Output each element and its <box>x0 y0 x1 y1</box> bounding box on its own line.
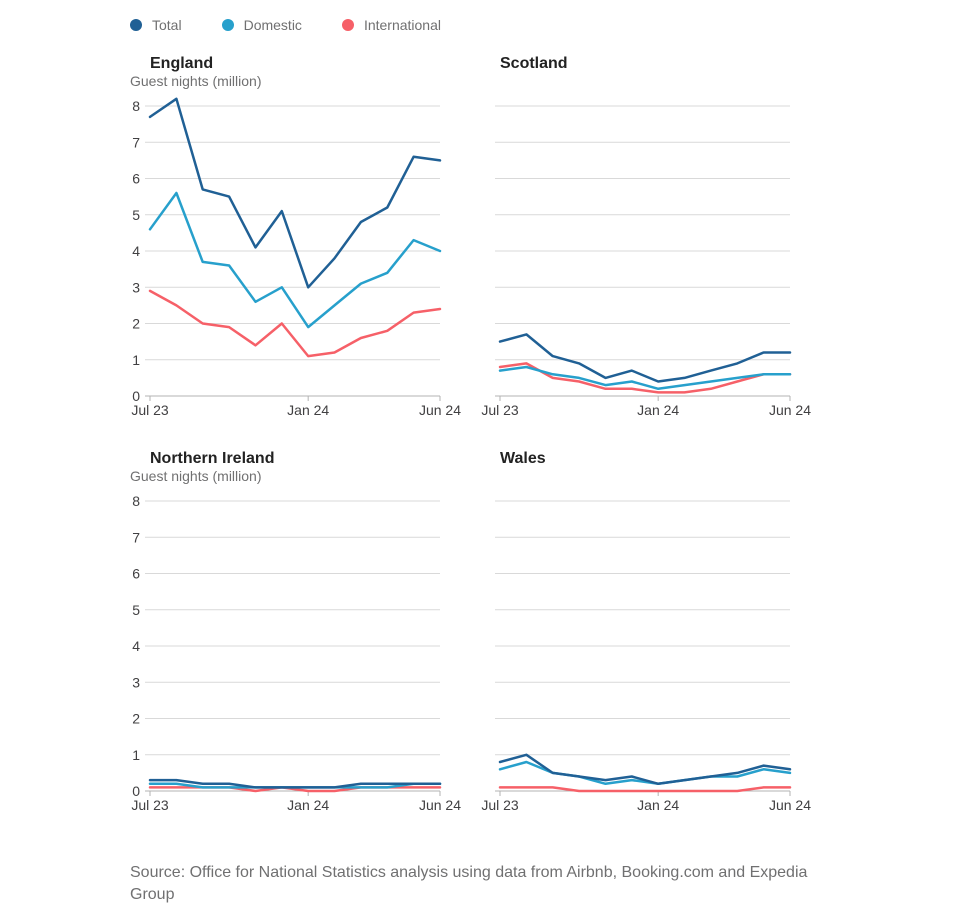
y-tick-label-northern-ireland: 1 <box>132 747 140 763</box>
series-line-international-scotland <box>498 362 792 394</box>
legend-label-domestic: Domestic <box>243 17 302 33</box>
series-line-total-northern-ireland <box>148 778 442 789</box>
y-tick-label-northern-ireland: 4 <box>132 638 140 654</box>
legend-swatch-total <box>130 19 142 31</box>
y-axis-label-england: Guest nights (million) <box>130 73 262 89</box>
y-axis-label-northern-ireland: Guest nights (million) <box>130 468 262 484</box>
legend: Total Domestic International <box>130 17 441 33</box>
x-tick-label-wales: Jan 24 <box>637 797 679 813</box>
legend-swatch-international <box>341 19 354 31</box>
y-tick-label-northern-ireland: 7 <box>132 529 140 545</box>
series-line-international-wales <box>498 786 792 793</box>
legend-item-total: Total <box>130 17 182 33</box>
x-tick-label-northern-ireland: Jul 23 <box>131 797 169 813</box>
x-tick-label-england: Jan 24 <box>287 402 329 418</box>
x-tick-label-england: Jul 23 <box>131 402 169 418</box>
legend-item-domestic: Domestic <box>221 17 302 33</box>
x-tick-label-wales: Jun 24 <box>769 797 811 813</box>
y-tick-label-northern-ireland: 6 <box>132 566 140 582</box>
y-tick-label-england: 2 <box>132 316 140 332</box>
legend-swatch-domestic <box>221 19 234 31</box>
x-tick-label-england: Jun 24 <box>419 402 461 418</box>
y-tick-label-northern-ireland: 2 <box>132 711 140 727</box>
panel-title-england: England <box>150 55 213 72</box>
series-line-total-england <box>148 97 442 289</box>
series-line-domestic-england <box>148 191 442 329</box>
legend-label-total: Total <box>152 17 182 33</box>
x-tick-label-scotland: Jun 24 <box>769 402 811 418</box>
source-note: Source: Office for National Statistics a… <box>130 864 808 903</box>
y-tick-label-england: 6 <box>132 171 140 187</box>
series-line-total-scotland <box>498 333 792 383</box>
x-tick-label-northern-ireland: Jan 24 <box>287 797 329 813</box>
y-tick-label-england: 0 <box>132 388 140 404</box>
panel-title-wales: Wales <box>500 450 546 467</box>
y-tick-label-england: 3 <box>132 279 140 295</box>
y-tick-label-northern-ireland: 5 <box>132 602 140 618</box>
legend-label-international: International <box>363 17 441 33</box>
y-tick-label-england: 4 <box>132 243 140 259</box>
panel-title-northern-ireland: Northern Ireland <box>150 450 274 467</box>
y-tick-label-england: 7 <box>132 134 140 150</box>
y-tick-label-northern-ireland: 3 <box>132 674 140 690</box>
series-line-international-england <box>148 289 442 358</box>
x-tick-label-northern-ireland: Jun 24 <box>419 797 461 813</box>
series-line-domestic-scotland <box>498 365 792 391</box>
series-line-total-wales <box>498 753 792 786</box>
y-tick-label-northern-ireland: 8 <box>132 493 140 509</box>
y-tick-label-england: 5 <box>132 207 140 223</box>
x-tick-label-scotland: Jan 24 <box>637 402 679 418</box>
y-tick-label-northern-ireland: 0 <box>132 783 140 799</box>
y-tick-label-england: 1 <box>132 352 140 368</box>
y-tick-label-england: 8 <box>132 98 140 114</box>
panel-title-scotland: Scotland <box>500 55 568 72</box>
legend-item-international: International <box>341 17 441 33</box>
x-tick-label-wales: Jul 23 <box>481 797 519 813</box>
x-tick-label-scotland: Jul 23 <box>481 402 519 418</box>
